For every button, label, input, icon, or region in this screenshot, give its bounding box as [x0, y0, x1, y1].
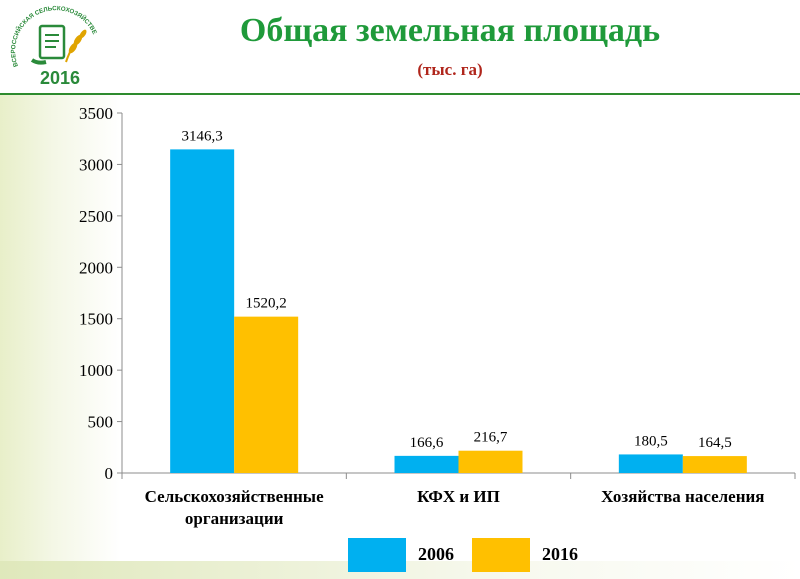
logo-year: 2016 [40, 68, 80, 88]
data-label-2006: 180,5 [634, 433, 668, 449]
bar-2006 [394, 455, 459, 473]
bar-2016 [682, 456, 747, 473]
data-label-2006: 3146,3 [182, 128, 223, 144]
legend-swatch-2006 [348, 538, 406, 572]
bar-2016 [234, 316, 299, 473]
data-label-2016: 216,7 [474, 430, 508, 446]
left-decor-band [0, 95, 120, 579]
y-tick-label: 1000 [79, 361, 113, 380]
data-label-2016: 1520,2 [246, 296, 287, 312]
y-tick-label: 0 [105, 464, 114, 483]
header-divider [0, 93, 800, 95]
y-tick-label: 1500 [79, 310, 113, 329]
bar-2006 [170, 149, 235, 474]
data-label-2016: 164,5 [698, 435, 732, 451]
y-tick-label: 3500 [79, 104, 113, 123]
x-category-label: КФХ и ИП [417, 487, 500, 506]
y-tick-label: 2500 [79, 207, 113, 226]
y-tick-label: 500 [88, 413, 114, 432]
x-category-label: Сельскохозяйственные организации [145, 487, 324, 528]
page-title: Общая земельная площадь [239, 12, 661, 49]
legend-swatch-2016 [472, 538, 530, 572]
y-tick-label: 3000 [79, 155, 113, 174]
y-tick-label: 2000 [79, 258, 113, 277]
census-logo: ВСЕРОССИЙСКАЯ СЕЛЬСКОХОЗЯЙСТВЕННАЯ ПЕРЕП… [6, 4, 98, 88]
legend-label-2016: 2016 [542, 544, 578, 564]
bar-2016 [458, 450, 523, 473]
legend-label-2006: 2006 [418, 544, 454, 564]
bar-2006 [618, 454, 683, 473]
x-category-label: Хозяйства населения [601, 487, 764, 506]
data-label-2006: 166,6 [410, 435, 444, 451]
page-subtitle: (тыс. га) [417, 60, 483, 79]
